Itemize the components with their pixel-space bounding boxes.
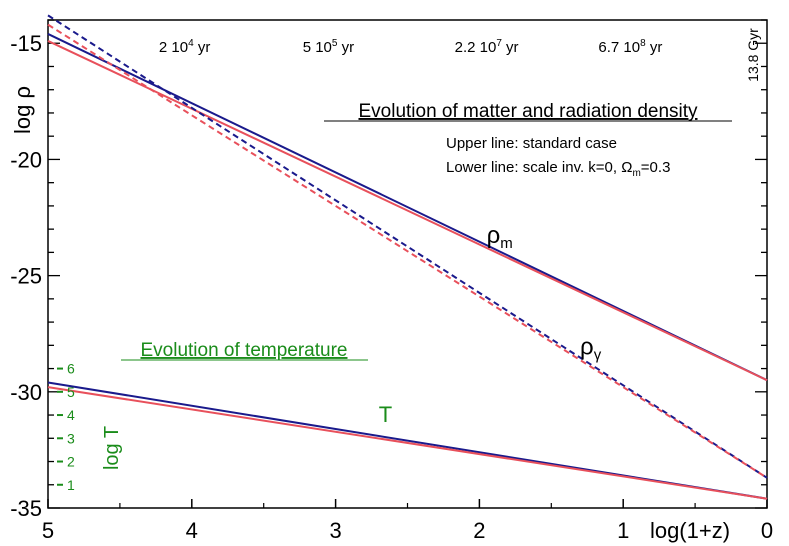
rho-m-sub: m <box>500 235 512 252</box>
note-lower-line: Lower line: scale inv. k=0, Ωm=0.3 <box>446 159 670 179</box>
temperature-tick-label: 6 <box>67 361 75 377</box>
age-label: 13.8 Gyr <box>745 28 761 82</box>
time-label: 2.2 107 yr <box>455 38 519 56</box>
time-label-unit: yr <box>502 39 519 56</box>
temperature-tick-label: 1 <box>67 477 75 493</box>
chart-title: Evolution of matter and radiation densit… <box>358 101 698 122</box>
time-label-exponent: 8 <box>640 38 646 49</box>
note-omega-sub: m <box>632 168 640 179</box>
time-label: 5 105 yr <box>303 38 354 56</box>
note-suffix: =0.3 <box>641 159 671 176</box>
temperature-tick-label: 2 <box>67 454 75 470</box>
time-label-unit: yr <box>337 39 354 56</box>
temperature-tick-label: 3 <box>67 430 75 446</box>
series-layer <box>47 14 768 500</box>
time-label-base: 2.2 10 <box>455 39 497 56</box>
time-label-base: 2 10 <box>159 39 188 56</box>
y-tick-label: -35 <box>10 496 42 521</box>
temperature-title: Evolution of temperature <box>140 340 347 361</box>
y-tick-label: -25 <box>10 264 42 289</box>
rho-gamma-sub: γ <box>594 347 602 364</box>
time-label-exponent: 7 <box>496 38 502 49</box>
rho-gamma-label: ργ <box>580 334 602 364</box>
time-label-exponent: 5 <box>332 38 338 49</box>
note-omega: Ω <box>621 159 632 176</box>
x-tick-label: 5 <box>42 518 54 543</box>
y-tick-label: -30 <box>10 380 42 405</box>
rho-m-label: ρm <box>487 222 513 252</box>
series-line-rho-gamma-standard <box>47 14 768 479</box>
plot-frame <box>47 19 768 509</box>
time-label-base: 6.7 10 <box>598 39 640 56</box>
series-line-rho-gamma-scale-inv- <box>47 23 768 479</box>
time-label: 2 104 yr <box>159 38 210 56</box>
y-tick-label: -15 <box>10 31 42 56</box>
axis-ticks <box>47 19 768 509</box>
y-axis-label: log ρ <box>10 86 35 134</box>
time-label-base: 5 10 <box>303 39 332 56</box>
x-tick-label: 4 <box>186 518 198 543</box>
note-upper-line: Upper line: standard case <box>446 135 617 152</box>
temperature-series-label: T <box>379 402 392 427</box>
x-axis-label: log(1+z) <box>650 518 730 543</box>
x-tick-label: 1 <box>617 518 629 543</box>
x-tick-label: 3 <box>329 518 341 543</box>
time-label-unit: yr <box>646 39 663 56</box>
labels-layer: 5 4 3 2 1 0 log(1+z) -15 -20 -25 -30 -35 log ρ 2 104 … <box>10 28 773 543</box>
x-tick-label: 2 <box>473 518 485 543</box>
temperature-tick-label: 4 <box>67 407 75 423</box>
note-lower-prefix: Lower line: scale inv. k=0, <box>446 159 621 176</box>
time-label: 6.7 108 yr <box>598 38 662 56</box>
temperature-axis-label: log T <box>101 426 123 470</box>
time-label-exponent: 4 <box>188 38 194 49</box>
series-line-t-scale-inv- <box>47 386 768 500</box>
temperature-tick-label: 5 <box>67 384 75 400</box>
x-tick-label: 0 <box>761 518 773 543</box>
rho-m-base: ρ <box>487 222 501 249</box>
plot-border <box>47 19 768 509</box>
rho-gamma-base: ρ <box>580 334 594 361</box>
y-tick-label: -20 <box>10 147 42 172</box>
series-line-rho-m-scale-inv- <box>47 40 768 382</box>
time-label-unit: yr <box>194 39 211 56</box>
